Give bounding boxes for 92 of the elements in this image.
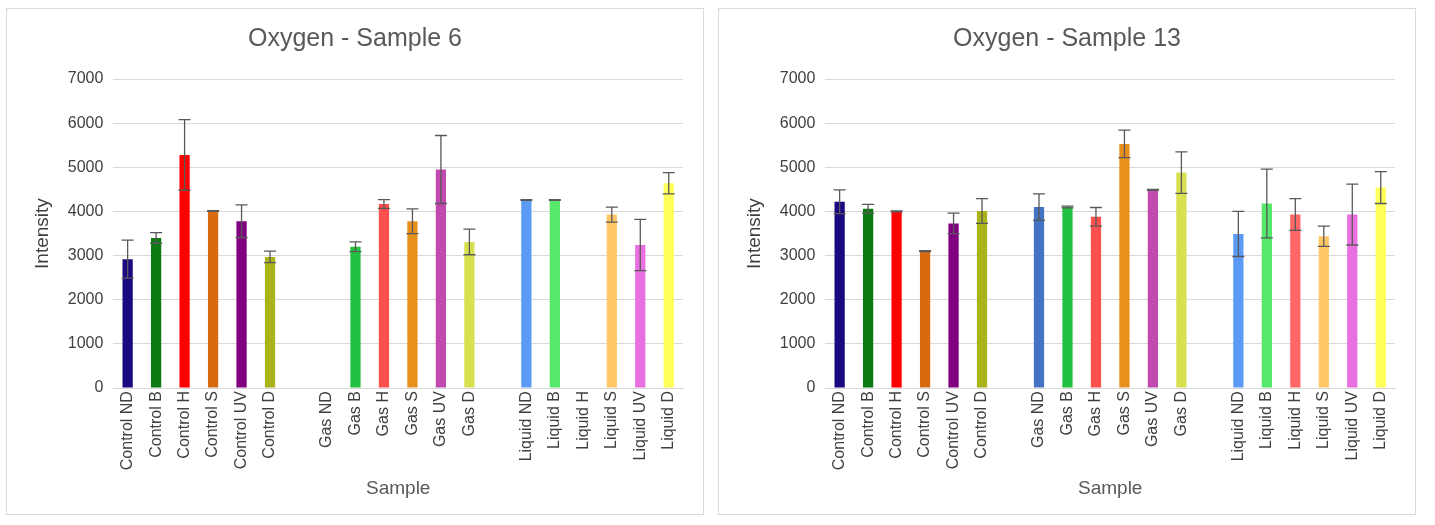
x-tick-label: Control S	[915, 391, 933, 458]
y-tick-label: 4000	[67, 201, 104, 219]
x-tick-label: Gas H	[1086, 391, 1104, 437]
x-tick-label: Liquid S	[602, 391, 620, 449]
y-tick-label: 0	[806, 378, 816, 396]
x-tick-label: Control D	[260, 391, 278, 459]
bar	[663, 183, 674, 388]
bar	[1033, 207, 1045, 388]
bar	[891, 211, 902, 388]
y-tick-label: 3000	[779, 246, 816, 264]
x-tick-label: Control H	[175, 391, 192, 459]
y-tick-label: 1000	[779, 334, 816, 352]
x-axis-title: Sample	[1077, 476, 1143, 498]
bar	[207, 211, 219, 388]
bar	[435, 169, 447, 388]
x-tick-label: Liquid UV	[1342, 390, 1360, 461]
bar	[1290, 214, 1301, 388]
x-tick-label: Gas ND	[317, 391, 335, 448]
x-tick-label: Control ND	[830, 391, 848, 471]
bar	[122, 259, 133, 388]
x-tick-label: Gas D	[459, 391, 477, 437]
x-tick-label: Control S	[203, 391, 221, 458]
bar	[179, 154, 190, 388]
bar	[350, 246, 361, 388]
bar	[834, 201, 845, 388]
bar	[919, 251, 931, 388]
y-tick-label: 0	[94, 378, 104, 396]
y-tick-label: 7000	[779, 69, 816, 87]
bar	[635, 245, 646, 388]
y-tick-label: 7000	[67, 69, 104, 87]
bar	[862, 208, 874, 388]
bar	[378, 203, 390, 388]
x-tick-label: Gas B	[1057, 391, 1075, 436]
chart-title: Oxygen - Sample 6	[248, 22, 462, 51]
bar	[549, 199, 560, 388]
bar	[1062, 207, 1073, 388]
bar	[407, 221, 418, 388]
bar	[1347, 214, 1358, 388]
bar	[521, 199, 532, 388]
bar	[464, 241, 475, 388]
x-tick-label: Gas UV	[431, 390, 449, 448]
bar	[1375, 187, 1386, 388]
y-tick-label: 5000	[67, 157, 104, 175]
bar	[1147, 189, 1159, 388]
bar	[264, 256, 276, 388]
bar	[236, 221, 247, 388]
x-tick-label: Control ND	[118, 391, 136, 471]
y-tick-label: 2000	[67, 290, 104, 308]
bar	[948, 223, 959, 388]
y-tick-label: 5000	[779, 157, 816, 175]
chart-title: Oxygen - Sample 13	[953, 22, 1181, 51]
y-tick-label: 6000	[779, 113, 816, 131]
bar	[1233, 233, 1244, 388]
x-tick-label: Control B	[146, 391, 164, 458]
x-tick-label: Control B	[858, 391, 876, 458]
x-tick-label: Liquid B	[545, 391, 563, 449]
y-tick-label: 6000	[67, 113, 104, 131]
bar	[1261, 203, 1272, 388]
x-tick-label: Liquid H	[573, 391, 591, 450]
x-tick-label: Liquid S	[1314, 391, 1332, 449]
x-tick-label: Gas B	[345, 391, 363, 436]
bar	[150, 237, 162, 388]
x-axis-title: Sample	[365, 476, 431, 498]
y-axis-title: Intensity	[30, 197, 52, 269]
x-tick-label: Control H	[887, 391, 904, 459]
x-tick-label: Liquid ND	[1228, 391, 1246, 462]
x-tick-label: Liquid H	[1285, 391, 1303, 450]
x-tick-label: Gas H	[374, 391, 392, 437]
x-tick-label: Liquid D	[659, 391, 677, 450]
bar	[1318, 236, 1329, 388]
x-tick-label: Gas S	[1114, 391, 1132, 436]
x-tick-label: Control UV	[231, 390, 249, 470]
y-tick-label: 3000	[67, 246, 104, 264]
bar	[1119, 143, 1130, 388]
x-tick-label: Gas S	[402, 391, 420, 436]
x-tick-label: Liquid UV	[630, 390, 648, 461]
x-tick-label: Liquid ND	[516, 391, 534, 462]
y-tick-label: 1000	[67, 334, 104, 352]
y-tick-label: 4000	[779, 201, 816, 219]
bar	[1176, 172, 1187, 388]
bar	[1090, 216, 1102, 388]
bar	[976, 211, 988, 388]
x-tick-label: Liquid B	[1257, 391, 1275, 449]
bar	[606, 214, 617, 388]
y-axis-title: Intensity	[742, 197, 764, 269]
x-tick-label: Control D	[972, 391, 990, 459]
x-tick-label: Gas UV	[1143, 390, 1161, 448]
x-tick-label: Gas D	[1171, 391, 1189, 437]
x-tick-label: Control UV	[943, 390, 961, 470]
y-tick-label: 2000	[779, 290, 816, 308]
x-tick-label: Liquid D	[1371, 391, 1389, 450]
x-tick-label: Gas ND	[1029, 391, 1047, 448]
